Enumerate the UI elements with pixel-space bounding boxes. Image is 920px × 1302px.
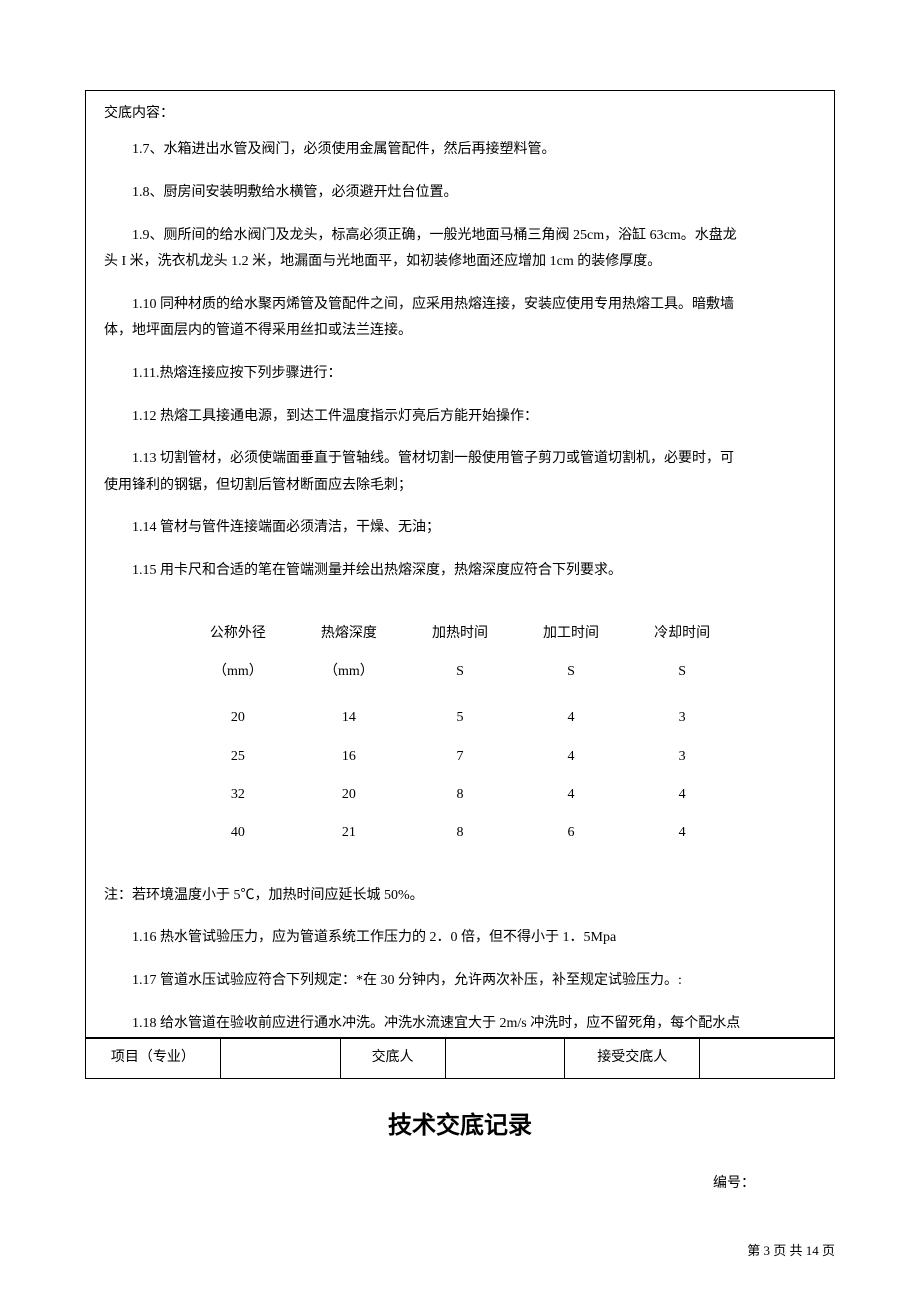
th-cool-time: 冷却时间 <box>627 615 738 653</box>
th-diameter: 公称外径 <box>182 615 293 653</box>
table-header-row: 公称外径 热熔深度 加热时间 加工时间 冷却时间 <box>182 615 737 653</box>
unit-s: S <box>516 653 627 699</box>
para-1-10-a: 1.10 同种材质的给水聚丙烯管及管配件之间，应采用热熔连接，安装应使用专用热熔… <box>104 292 816 319</box>
signature-table: 项目（专业） 交底人 接受交底人 <box>85 1038 835 1078</box>
th-heat-time: 加热时间 <box>404 615 515 653</box>
para-1-13-a: 1.13 切割管材，必须使端面垂直于管轴线。管材切割一般使用管子剪刀或管道切割机… <box>104 446 816 473</box>
table-units-row: （mm） （mm） S S S <box>182 653 737 699</box>
hot-melt-table: 公称外径 热熔深度 加热时间 加工时间 冷却时间 （mm） （mm） S S S… <box>182 615 737 853</box>
sig-project-label: 项目（专业） <box>86 1039 221 1078</box>
document-page: 交底内容： 1.7、水箱进出水管及阀门，必须使用金属管配件，然后再接塑料管。 1… <box>0 0 920 1302</box>
para-1-16: 1.16 热水管试验压力，应为管道系统工作压力的 2．0 倍，但不得小于 1．5… <box>104 925 816 952</box>
sig-deliverer-value <box>445 1039 565 1078</box>
sig-project-value <box>220 1039 340 1078</box>
para-1-17: 1.17 管道水压试验应符合下列规定：*在 30 分钟内，允许两次补压，补至规定… <box>104 968 816 995</box>
para-1-9-b: 头 I 米，洗衣机龙头 1.2 米，地漏面与光地面平，如初装修地面还应增加 1c… <box>104 249 816 276</box>
para-1-8: 1.8、厨房间安装明敷给水横管，必须避开灶台位置。 <box>104 180 816 207</box>
para-1-14: 1.14 管材与管件连接端面必须清洁，干燥、无油； <box>104 515 816 542</box>
table-row: 32 20 8 4 4 <box>182 776 737 814</box>
sig-receiver-label: 接受交底人 <box>565 1039 700 1078</box>
para-1-12: 1.12 热熔工具接通电源，到达工件温度指示灯亮后方能开始操作： <box>104 404 816 431</box>
sig-deliverer-label: 交底人 <box>340 1039 445 1078</box>
unit-s: S <box>627 653 738 699</box>
unit-s: S <box>404 653 515 699</box>
table-row: 20 14 5 4 3 <box>182 699 737 737</box>
para-1-9-a: 1.9、厕所间的给水阀门及龙头，标高必须正确，一般光地面马桶三角阀 25cm，浴… <box>104 223 816 250</box>
unit-mm: （mm） <box>182 653 293 699</box>
table-row: 40 21 8 6 4 <box>182 814 737 852</box>
serial-number: 编号： <box>85 1173 835 1195</box>
table-note: 注：若环境温度小于 5℃，加热时间应延长城 50%。 <box>104 883 816 910</box>
content-header: 交底内容： <box>104 103 816 125</box>
para-1-18: 1.18 给水管道在验收前应进行通水冲洗。冲洗水流速宜大于 2m/s 冲洗时，应… <box>104 1011 816 1038</box>
table-row: 25 16 7 4 3 <box>182 738 737 776</box>
doc-title: 技术交底记录 <box>85 1107 835 1145</box>
content-box: 交底内容： 1.7、水箱进出水管及阀门，必须使用金属管配件，然后再接塑料管。 1… <box>85 90 835 1038</box>
sig-row: 项目（专业） 交底人 接受交底人 <box>86 1039 835 1078</box>
th-process-time: 加工时间 <box>516 615 627 653</box>
page-footer: 第 3 页 共 14 页 <box>747 1241 835 1262</box>
para-1-15: 1.15 用卡尺和合适的笔在管端测量并绘出热熔深度，热熔深度应符合下列要求。 <box>104 558 816 585</box>
para-1-10-b: 体，地坪面层内的管道不得采用丝扣或法兰连接。 <box>104 318 816 345</box>
sig-receiver-value <box>700 1039 835 1078</box>
para-1-7: 1.7、水箱进出水管及阀门，必须使用金属管配件，然后再接塑料管。 <box>104 137 816 164</box>
para-1-13-b: 使用锋利的钢锯，但切割后管材断面应去除毛刺； <box>104 473 816 500</box>
unit-mm: （mm） <box>293 653 404 699</box>
para-1-11: 1.11.热熔连接应按下列步骤进行： <box>104 361 816 388</box>
th-depth: 热熔深度 <box>293 615 404 653</box>
